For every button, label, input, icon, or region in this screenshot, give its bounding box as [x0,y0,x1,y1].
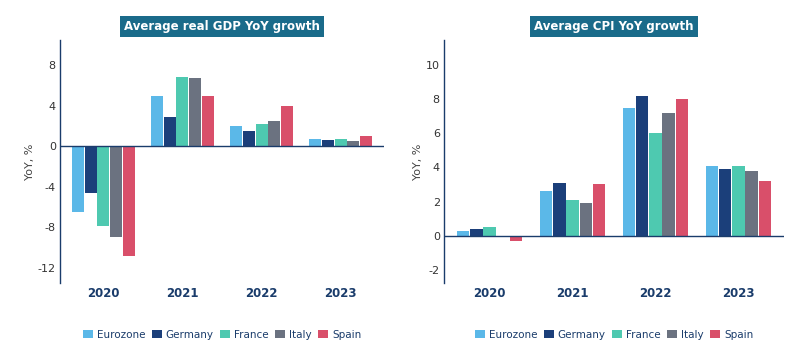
Bar [189,78,201,146]
Bar [85,146,97,193]
Bar [151,96,163,146]
Bar [746,171,758,236]
Bar [510,236,522,241]
Legend: Eurozone, Germany, France, Italy, Spain: Eurozone, Germany, France, Italy, Spain [83,330,361,340]
Bar [540,191,552,236]
Bar [230,126,242,146]
Bar [310,139,322,146]
Bar [72,146,84,212]
Bar [164,117,176,146]
Bar [719,169,731,236]
Bar [579,203,592,236]
Bar [662,113,675,236]
Bar [483,227,496,236]
Text: Average CPI YoY growth: Average CPI YoY growth [534,20,694,33]
Bar [593,184,606,236]
Bar [566,200,579,236]
Bar [268,121,280,146]
Bar [122,146,134,256]
Bar [98,146,110,227]
Legend: Eurozone, Germany, France, Italy, Spain: Eurozone, Germany, France, Italy, Spain [475,330,753,340]
Bar [281,106,293,146]
Bar [110,146,122,237]
Bar [202,96,214,146]
Y-axis label: YoY, %: YoY, % [25,143,35,180]
Bar [457,231,470,236]
Y-axis label: YoY, %: YoY, % [413,143,423,180]
Bar [347,141,359,146]
Bar [470,229,482,236]
Bar [255,124,267,146]
Bar [706,166,718,236]
Bar [243,131,255,146]
Text: Average real GDP YoY growth: Average real GDP YoY growth [124,20,320,33]
Bar [553,183,566,236]
Bar [360,136,372,146]
Bar [177,77,189,146]
Bar [334,139,346,146]
Bar [758,181,771,236]
Bar [676,99,688,236]
Bar [322,140,334,146]
Bar [649,134,662,236]
Bar [622,108,635,236]
Bar [636,96,649,236]
Bar [732,166,745,236]
